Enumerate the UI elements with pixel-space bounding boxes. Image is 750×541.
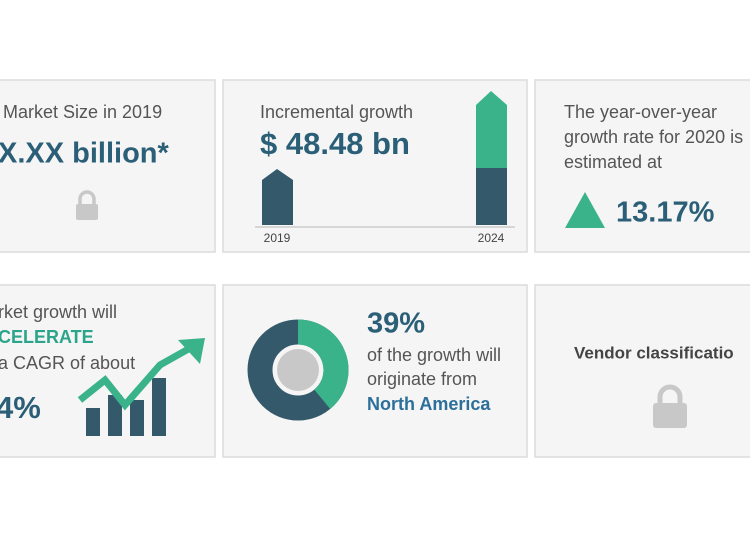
card-text: estimated at	[564, 152, 662, 172]
card	[222, 284, 528, 458]
donut-hole	[277, 349, 319, 391]
year-label: 2024	[478, 231, 505, 245]
card-title: Incremental growth	[260, 102, 413, 122]
card-value: 4%	[0, 390, 41, 425]
card-text: originate from	[367, 369, 477, 389]
growth-icon	[77, 338, 205, 436]
card	[534, 284, 750, 458]
card-title: Market Size in 2019	[3, 102, 162, 122]
region-name: North America	[367, 394, 491, 414]
card-text: growth rate for 2020 is	[564, 127, 743, 147]
card-value: $ 48.48 bn	[260, 126, 410, 161]
bar-icon	[476, 91, 507, 168]
card-text: CELERATE	[0, 327, 94, 347]
card	[0, 79, 216, 253]
lock-icon	[76, 190, 98, 220]
bar-icon	[262, 169, 293, 225]
card-value: 13.17%	[616, 197, 715, 229]
card-text: of the growth will	[367, 345, 501, 365]
up-triangle	[565, 192, 605, 228]
card-title: Vendor classificatio	[574, 343, 734, 362]
lock-icon	[653, 384, 687, 428]
donut	[247, 319, 349, 421]
share-label: 39%	[367, 308, 425, 340]
card-value: X.XX billion*	[0, 138, 170, 170]
card-text: The year-over-year	[564, 102, 717, 122]
bar-icon	[476, 168, 507, 225]
card-text: a CAGR of about	[0, 353, 135, 373]
donut-segment	[297, 319, 349, 409]
card-text: rket growth will	[0, 302, 117, 322]
year-label: 2019	[264, 231, 291, 245]
card	[0, 284, 216, 458]
